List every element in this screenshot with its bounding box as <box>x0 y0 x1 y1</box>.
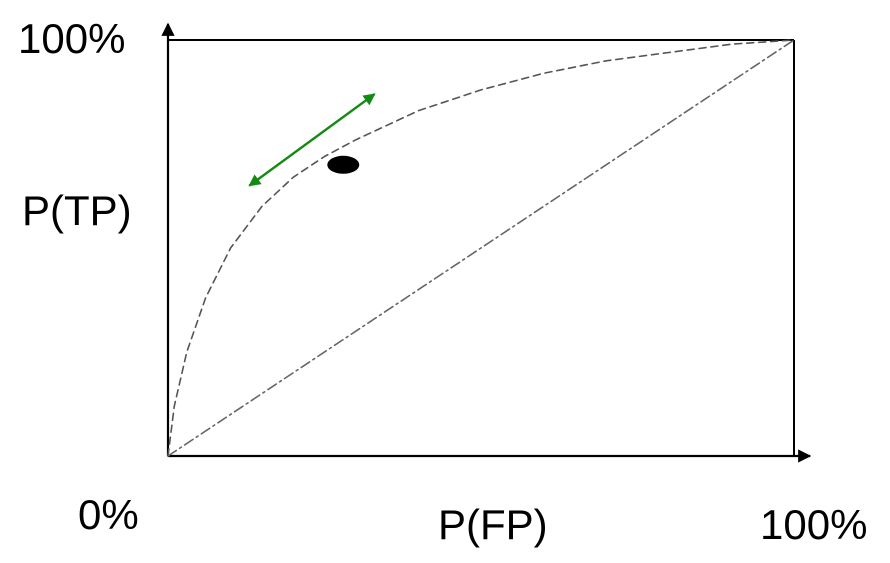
y-axis-title: P(TP) <box>22 187 132 234</box>
threshold-shift-arrow <box>248 93 376 187</box>
series-layer <box>167 39 795 457</box>
annotation-layer <box>248 93 376 187</box>
x-axis-max-label: 100% <box>760 501 868 548</box>
y-axis-max-label: 100% <box>18 15 126 62</box>
axes-layer <box>161 22 812 463</box>
x-axis-min-label: 0% <box>78 491 139 538</box>
operating-point-marker <box>327 155 360 174</box>
roc-curve-line <box>167 39 795 457</box>
diagonal-series-line <box>167 39 795 457</box>
x-axis-title: P(FP) <box>438 501 548 548</box>
